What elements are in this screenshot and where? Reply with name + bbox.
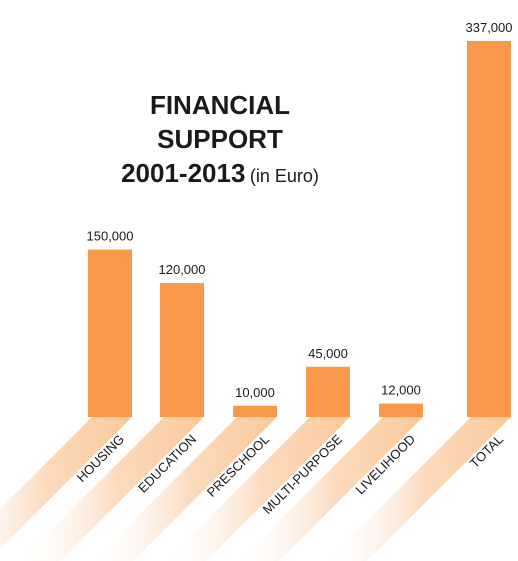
bar-education [160,283,204,417]
value-label-total: 337,000 [466,20,513,35]
bar-livelihood [379,403,423,417]
category-band-livelihood [239,417,423,561]
bar-housing [88,249,132,417]
category-band-education [20,417,204,561]
bar-total [467,41,511,417]
value-label-livelihood: 12,000 [381,383,421,398]
category-band-multi-purpose [166,417,350,561]
chart-subtitle-unit: (in Euro) [249,166,319,186]
chart-title: FINANCIAL SUPPORT [149,90,291,154]
value-label-preschool: 10,000 [235,385,275,400]
bar-multi-purpose [306,366,350,417]
value-label-education: 120,000 [159,262,206,277]
category-band-preschool [93,417,277,561]
value-label-multi-purpose: 45,000 [308,346,348,361]
value-label-housing: 150,000 [87,229,134,244]
category-band-total [327,417,511,561]
category-band-housing [0,417,132,549]
chart-title-block: FINANCIAL SUPPORT 2001-2013 (in Euro) [90,88,350,195]
chart-subtitle: 2001-2013 [121,158,246,188]
bar-preschool [233,405,277,417]
